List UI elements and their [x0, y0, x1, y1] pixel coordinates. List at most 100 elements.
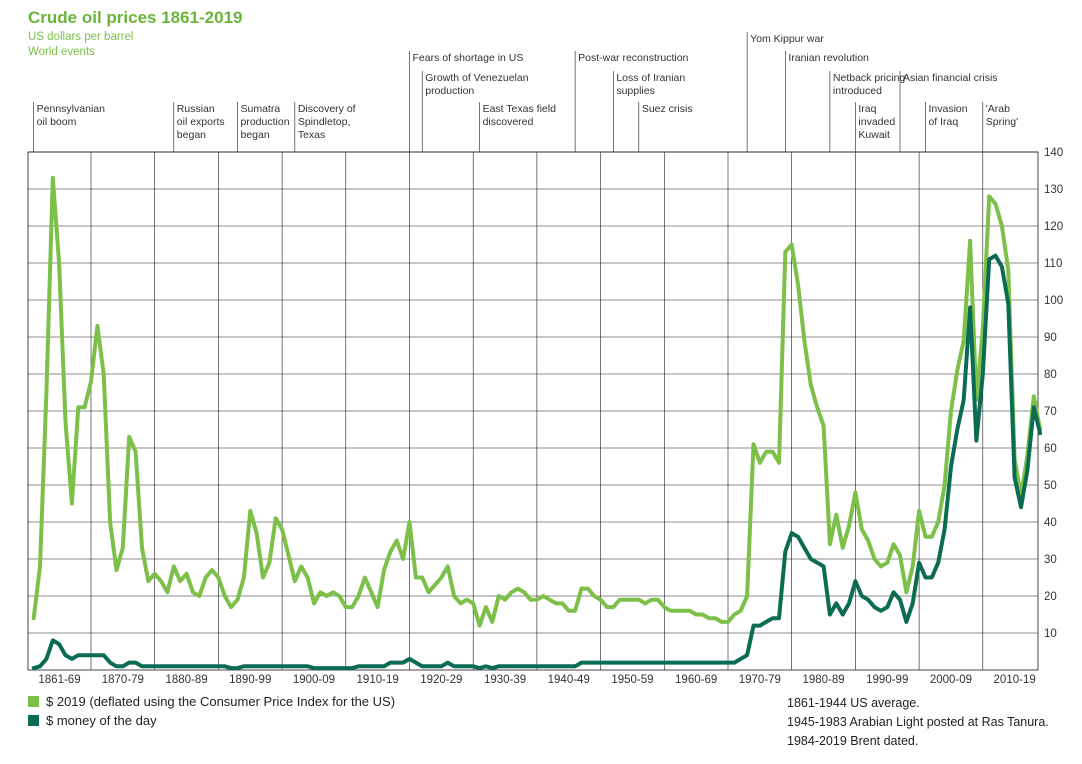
event-label: Suez crisis [642, 103, 693, 115]
x-tick-label: 1940-49 [548, 674, 590, 686]
event-label-line: oil exports [177, 116, 225, 128]
event-label-line: production [241, 116, 290, 128]
x-tick-label: 1960-69 [675, 674, 717, 686]
event-label-line: of Iraq [928, 116, 958, 128]
y-tick-label: 140 [1044, 147, 1063, 159]
event-label: Pennsylvanian oil boom [37, 103, 105, 128]
x-tick-label: 1990-99 [866, 674, 908, 686]
y-tick-label: 60 [1044, 443, 1057, 455]
y-tick-label: 30 [1044, 554, 1057, 566]
grid [27, 151, 1039, 671]
event-label: Yom Kippur war [750, 33, 824, 45]
y-tick-label: 80 [1044, 369, 1057, 381]
x-tick-label: 2010-19 [994, 674, 1036, 686]
event-label: Post-war reconstruction [578, 52, 688, 64]
event-label-line: Spindletop, [298, 116, 351, 128]
y-tick-label: 100 [1044, 295, 1063, 307]
event-label-line: 'Arab [986, 103, 1010, 115]
event-label-line: Asian financial crisis [903, 72, 998, 84]
x-tick-label: 1980-89 [802, 674, 844, 686]
event-label: Russian oil exports began [177, 103, 225, 141]
event-label-line: Iraq [858, 103, 876, 115]
x-tick-label: 1930-39 [484, 674, 526, 686]
y-tick-label: 50 [1044, 480, 1057, 492]
event-label-line: East Texas field [483, 103, 557, 115]
event-label-line: Loss of Iranian [616, 72, 685, 84]
event-label: Growth of Venezuelan production [425, 72, 528, 97]
event-label-line: Sumatra [241, 103, 281, 115]
y-tick-label: 130 [1044, 184, 1063, 196]
event-label: 'Arab Spring' [986, 103, 1018, 128]
y-tick-label: 110 [1044, 258, 1062, 270]
axis-ticks: 10 20 30 40 50 60 70 80 90 100 110 120 130 140 1861-69… [38, 147, 1063, 686]
y-tick-label: 120 [1044, 221, 1063, 233]
event-label-line: Iranian revolution [788, 52, 869, 64]
event-label-line: Kuwait [858, 129, 890, 141]
legend-swatch-deflated [28, 696, 39, 707]
y-tick-label: 40 [1044, 517, 1057, 529]
legend-label-deflated: $ 2019 (deflated using the Consumer Pric… [46, 694, 396, 709]
source-note: 1861-1944 US average. [787, 696, 920, 710]
x-tick-label: 1861-69 [38, 674, 80, 686]
event-label-line: Texas [298, 129, 325, 141]
x-tick-label: 1880-89 [165, 674, 207, 686]
chart-subtitle: US dollars per barrel World events [28, 30, 133, 60]
event-label: Loss of Iranian supplies [616, 72, 685, 97]
source-note: 1984-2019 Brent dated. [787, 734, 919, 748]
event-label: East Texas field discovered [483, 103, 557, 128]
source-note: 1945-1983 Arabian Light posted at Ras Ta… [787, 715, 1049, 729]
event-label-line: production [425, 85, 474, 97]
event-label: Asian financial crisis [903, 72, 998, 84]
x-tick-label: 1950-59 [611, 674, 653, 686]
chart-title: Crude oil prices 1861-2019 [28, 8, 243, 27]
y-tick-label: 90 [1044, 332, 1057, 344]
event-label-line: Russian [177, 103, 215, 115]
series-lines [31, 175, 1043, 671]
x-tick-label: 1920-29 [420, 674, 462, 686]
y-tick-label: 20 [1044, 591, 1057, 603]
event-label: Sumatra production began [241, 103, 290, 141]
event-label: Iraq invaded Kuwait [858, 103, 895, 141]
event-label: Iranian revolution [788, 52, 869, 64]
event-label-line: Fears of shortage in US [413, 52, 524, 64]
event-label-line: oil boom [37, 116, 77, 128]
events-label: World events [28, 46, 95, 58]
event-label-line: Invasion [928, 103, 967, 115]
series-line-nominal [31, 253, 1043, 671]
event-label-line: Post-war reconstruction [578, 52, 688, 64]
event-label-line: Discovery of [298, 103, 356, 115]
source-notes: 1861-1944 US average. 1945-1983 Arabian … [787, 694, 1049, 751]
legend-label-nominal: $ money of the day [46, 713, 157, 728]
x-tick-label: 1890-99 [229, 674, 271, 686]
x-tick-label: 1970-79 [739, 674, 781, 686]
event-label: Invasion of Iraq [928, 103, 967, 128]
event-label-line: Pennsylvanian [37, 103, 105, 115]
y-units-label: US dollars per barrel [28, 31, 134, 43]
y-tick-label: 10 [1044, 628, 1057, 640]
event-label-line: discovered [483, 116, 534, 128]
y-tick-label: 70 [1044, 406, 1057, 418]
x-tick-label: 1900-09 [293, 674, 335, 686]
event-label-line: Netback pricing [833, 72, 906, 84]
series-line-deflated [31, 175, 1043, 628]
event-label-line: Growth of Venezuelan [425, 72, 528, 84]
event-label-line: began [177, 129, 206, 141]
x-tick-label: 1870-79 [102, 674, 144, 686]
event-label: Discovery of Spindletop, Texas [298, 103, 356, 141]
event-label-line: supplies [616, 85, 655, 97]
event-label: Fears of shortage in US [413, 52, 524, 64]
event-label: Netback pricing introduced [833, 72, 906, 97]
legend-swatch-nominal [28, 715, 39, 726]
event-label-line: Yom Kippur war [750, 33, 824, 45]
legend-item-nominal: $ money of the day [28, 713, 157, 728]
event-label-line: introduced [833, 85, 882, 97]
event-label-line: Suez crisis [642, 103, 693, 115]
event-label-line: invaded [858, 116, 895, 128]
x-tick-label: 1910-19 [357, 674, 399, 686]
event-label-line: began [241, 129, 270, 141]
event-label-line: Spring' [986, 116, 1018, 128]
x-tick-label: 2000-09 [930, 674, 972, 686]
legend-item-deflated: $ 2019 (deflated using the Consumer Pric… [28, 694, 395, 709]
